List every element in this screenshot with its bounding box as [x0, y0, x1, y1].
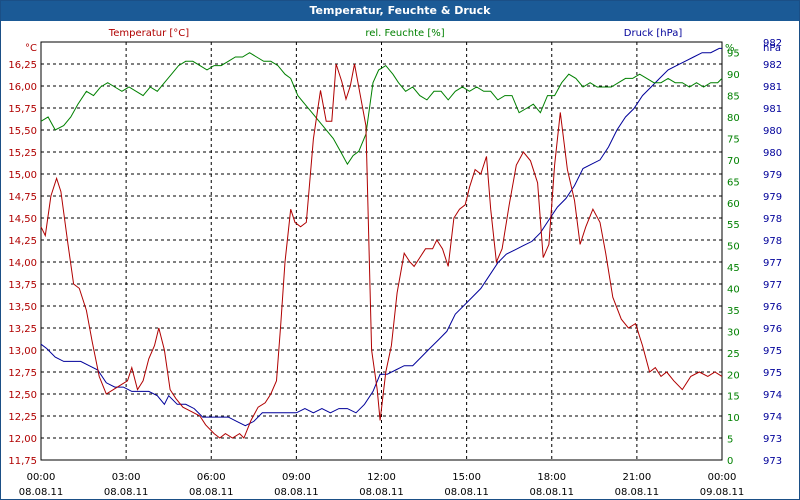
pressure-tick-label: 976: [763, 302, 782, 313]
temperature-tick-label: 13,50: [8, 302, 37, 313]
x-tick-time-label: 00:00: [708, 472, 737, 483]
pressure-tick-label: 977: [763, 280, 782, 291]
x-tick-date-label: 08.08.11: [359, 487, 404, 498]
humidity-tick-label: 10: [727, 413, 740, 424]
temperature-unit-label: °C: [25, 43, 37, 54]
pressure-tick-label: 975: [763, 346, 782, 357]
pressure-tick-label: 981: [763, 82, 782, 93]
humidity-tick-label: 75: [727, 134, 740, 145]
humidity-tick-label: 20: [727, 370, 740, 381]
temperature-tick-label: 15,25: [8, 148, 37, 159]
temperature-tick-label: 14,50: [8, 214, 37, 225]
temperature-tick-label: 12,75: [8, 368, 37, 379]
pressure-tick-label: 975: [763, 368, 782, 379]
x-tick-date-label: 08.08.11: [274, 487, 319, 498]
humidity-series-line: [40, 52, 723, 166]
x-tick-date-label: 08.08.11: [615, 487, 660, 498]
humidity-tick-label: 65: [727, 177, 740, 188]
humidity-tick-label: 5: [727, 435, 733, 446]
temperature-tick-label: 15,50: [8, 126, 37, 137]
temperature-tick-label: 14,00: [8, 258, 37, 269]
x-tick-time-label: 21:00: [622, 472, 651, 483]
humidity-tick-label: 55: [727, 220, 740, 231]
temperature-tick-label: 15,00: [8, 170, 37, 181]
pressure-tick-label: 979: [763, 170, 782, 181]
humidity-tick-label: 50: [727, 242, 740, 253]
humidity-tick-label: 95: [727, 49, 740, 60]
temperature-tick-label: 16,00: [8, 82, 37, 93]
temperature-tick-label: 14,75: [8, 192, 37, 203]
humidity-tick-label: 45: [727, 263, 740, 274]
temperature-tick-label: 13,75: [8, 280, 37, 291]
x-tick-time-label: 06:00: [197, 472, 226, 483]
pressure-tick-label: 978: [763, 236, 782, 247]
humidity-tick-label: 70: [727, 156, 740, 167]
x-tick-date-label: 08.08.11: [529, 487, 574, 498]
pressure-tick-label: 974: [763, 390, 782, 401]
temperature-tick-label: 11,75: [8, 456, 37, 467]
humidity-tick-label: 60: [727, 199, 740, 210]
humidity-tick-label: 90: [727, 70, 740, 81]
humidity-tick-label: 15: [727, 392, 740, 403]
temperature-tick-label: 13,00: [8, 346, 37, 357]
x-tick-time-label: 03:00: [112, 472, 141, 483]
temperature-axis-title: Temperatur [°C]: [108, 28, 189, 39]
x-tick-date-label: 08.08.11: [104, 487, 149, 498]
x-tick-time-label: 09:00: [282, 472, 311, 483]
pressure-tick-label: 976: [763, 324, 782, 335]
x-tick-time-label: 00:00: [27, 472, 56, 483]
temperature-tick-label: 12,00: [8, 434, 37, 445]
pressure-series-line: [40, 47, 722, 427]
x-tick-date-label: 08.08.11: [444, 487, 489, 498]
x-tick-time-label: 12:00: [367, 472, 396, 483]
plot-area-border: [40, 41, 723, 461]
pressure-tick-label: 978: [763, 214, 782, 225]
pressure-tick-label: 974: [763, 412, 782, 423]
temperature-tick-label: 15,75: [8, 104, 37, 115]
pressure-unit-label: hPa: [763, 43, 781, 54]
humidity-tick-label: 40: [727, 285, 740, 296]
pressure-tick-label: 977: [763, 258, 782, 269]
x-tick-date-label: 09.08.11: [700, 487, 745, 498]
humidity-tick-label: 0: [727, 456, 733, 467]
temperature-tick-label: 13,25: [8, 324, 37, 335]
temperature-tick-label: 12,25: [8, 412, 37, 423]
humidity-tick-label: 85: [727, 92, 740, 103]
pressure-axis-title: Druck [hPa]: [624, 28, 683, 39]
humidity-tick-label: 25: [727, 349, 740, 360]
pressure-tick-label: 980: [763, 148, 782, 159]
x-tick-time-label: 15:00: [452, 472, 481, 483]
chart-title: Temperatur, Feuchte & Druck: [1, 1, 799, 21]
x-tick-date-label: 08.08.11: [19, 487, 64, 498]
pressure-tick-label: 973: [763, 434, 782, 445]
temperature-tick-label: 16,25: [8, 60, 37, 71]
pressure-tick-label: 981: [763, 104, 782, 115]
x-tick-date-label: 08.08.11: [189, 487, 234, 498]
humidity-tick-label: 35: [727, 306, 740, 317]
humidity-tick-label: 80: [727, 113, 740, 124]
pressure-tick-label: 982: [763, 38, 782, 49]
pressure-tick-label: 979: [763, 192, 782, 203]
pressure-tick-label: 982: [763, 60, 782, 71]
temperature-tick-label: 14,25: [8, 236, 37, 247]
temperature-series-line: [40, 63, 723, 439]
temperature-tick-label: 12,50: [8, 390, 37, 401]
pressure-tick-label: 980: [763, 126, 782, 137]
humidity-unit-label: %: [725, 43, 735, 54]
pressure-tick-label: 973: [763, 456, 782, 467]
x-tick-time-label: 18:00: [537, 472, 566, 483]
humidity-axis-title: rel. Feuchte [%]: [365, 28, 444, 39]
humidity-tick-label: 30: [727, 327, 740, 338]
